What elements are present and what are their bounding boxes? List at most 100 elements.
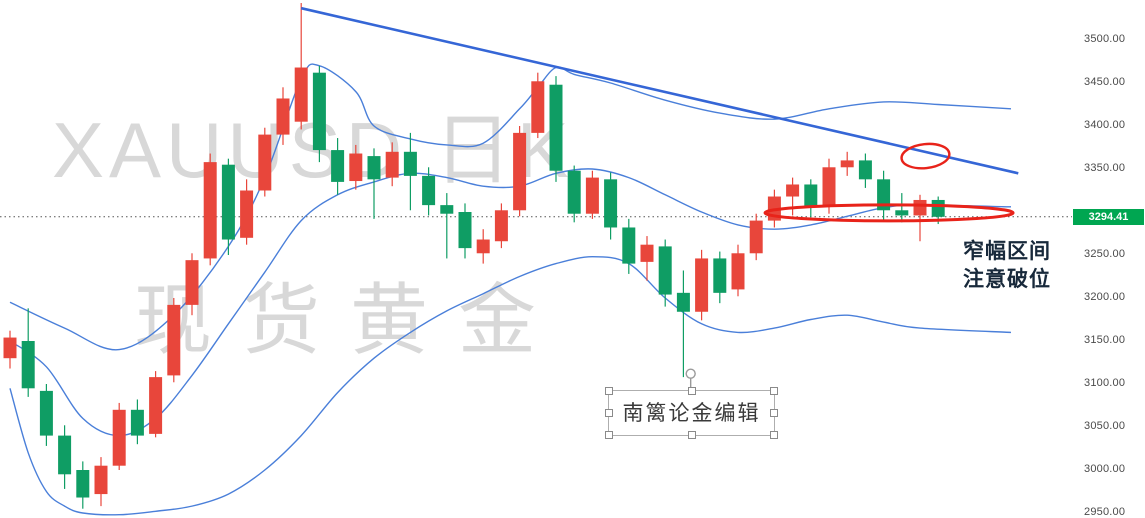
current-price-badge: 3294.41 — [1073, 208, 1144, 225]
resistance-circle-annotation — [900, 142, 951, 170]
candle-body — [731, 253, 745, 290]
bollinger-lower-band — [9, 256, 1012, 516]
selection-handle[interactable] — [687, 387, 696, 395]
candle — [94, 457, 108, 507]
annotation-note: 窄幅区间 注意破位 — [963, 238, 1051, 293]
selection-handle[interactable] — [605, 387, 613, 395]
candle-body — [422, 175, 436, 206]
annotation-note-line2: 注意破位 — [963, 266, 1051, 291]
bollinger-middle-band — [9, 168, 1012, 437]
price-axis-label: 3350.00 — [1084, 162, 1126, 174]
candle-body — [531, 81, 545, 133]
annotation-note-line1: 窄幅区间 — [963, 239, 1051, 263]
candle-body — [331, 150, 345, 182]
candle-body — [658, 246, 672, 295]
candle — [367, 148, 381, 219]
selection-handle[interactable] — [770, 431, 778, 439]
bollinger-upper-band — [9, 63, 1012, 351]
candle-body — [39, 390, 53, 436]
plot-area — [0, 3, 1072, 516]
candle-body — [312, 72, 326, 151]
candle — [39, 384, 53, 446]
candle-body — [476, 239, 490, 254]
candle — [422, 167, 436, 216]
selection-handle[interactable] — [770, 387, 778, 395]
selection-handle[interactable] — [605, 409, 613, 417]
candle-body — [458, 212, 472, 249]
price-axis-label: 3050.00 — [1084, 420, 1126, 432]
candle — [276, 87, 290, 145]
candle — [531, 72, 545, 139]
candle-body — [258, 134, 272, 191]
candle-body — [713, 258, 727, 293]
candle — [658, 239, 672, 307]
candle-body — [640, 244, 654, 262]
candle-body — [185, 260, 199, 305]
candle — [312, 65, 326, 163]
candle-body — [349, 153, 363, 182]
candle-body — [858, 160, 872, 180]
candle — [567, 165, 581, 223]
candle-body — [585, 177, 599, 214]
candle-body — [604, 179, 618, 228]
editor-text-box[interactable]: 南篱论金编辑 — [605, 387, 778, 439]
candle — [440, 193, 454, 259]
candle-body — [913, 199, 927, 216]
candle — [786, 177, 800, 216]
selection-handle[interactable] — [605, 431, 613, 439]
candle — [294, 3, 308, 130]
candle-body — [130, 409, 144, 436]
candle — [21, 308, 35, 397]
candle-body — [549, 84, 563, 171]
candle — [331, 138, 345, 195]
candle-body — [112, 409, 126, 466]
candle-body — [622, 227, 636, 264]
candle — [240, 179, 254, 245]
price-axis-label: 3500.00 — [1084, 33, 1126, 45]
price-axis-label: 2950.00 — [1084, 506, 1126, 518]
candle-body — [240, 190, 254, 238]
candle-body — [931, 199, 945, 217]
selection-handle[interactable] — [687, 431, 696, 439]
candle — [494, 203, 508, 249]
candle — [185, 253, 199, 316]
candle-body — [221, 164, 235, 240]
trendline — [300, 6, 1019, 175]
candle-body — [367, 156, 381, 180]
candle-body — [804, 184, 818, 207]
candle — [3, 330, 17, 369]
candle-body — [203, 162, 217, 259]
candle — [913, 194, 927, 242]
selection-handle[interactable] — [770, 409, 778, 417]
price-axis: 3500.00 3450.00 3400.00 3350.00 3250.00 3200.… — [1072, 0, 1145, 518]
candle — [403, 132, 417, 211]
candle — [585, 170, 599, 219]
candle — [622, 218, 636, 274]
candle — [258, 127, 272, 197]
candle-body — [94, 465, 108, 495]
candle-body — [294, 67, 308, 122]
price-axis-label: 3450.00 — [1084, 76, 1126, 88]
candle-body — [676, 292, 690, 312]
candle — [167, 298, 181, 383]
candle-body — [567, 170, 581, 214]
candle — [385, 142, 399, 187]
callout-anchor-circle[interactable] — [685, 368, 696, 379]
candle-body — [58, 435, 72, 475]
candle — [713, 251, 727, 304]
candle — [895, 193, 909, 223]
candle-body — [403, 151, 417, 176]
candle — [676, 270, 690, 378]
candle — [149, 371, 163, 438]
candle — [549, 76, 563, 182]
candle-body — [877, 179, 891, 211]
candle-body — [840, 160, 854, 168]
candle — [221, 158, 235, 255]
candle — [58, 425, 72, 489]
candle-body — [895, 210, 909, 216]
price-axis-label: 3400.00 — [1084, 119, 1126, 131]
candle — [349, 144, 363, 190]
range-ellipse-annotation — [763, 203, 1015, 223]
candle-body — [440, 205, 454, 214]
